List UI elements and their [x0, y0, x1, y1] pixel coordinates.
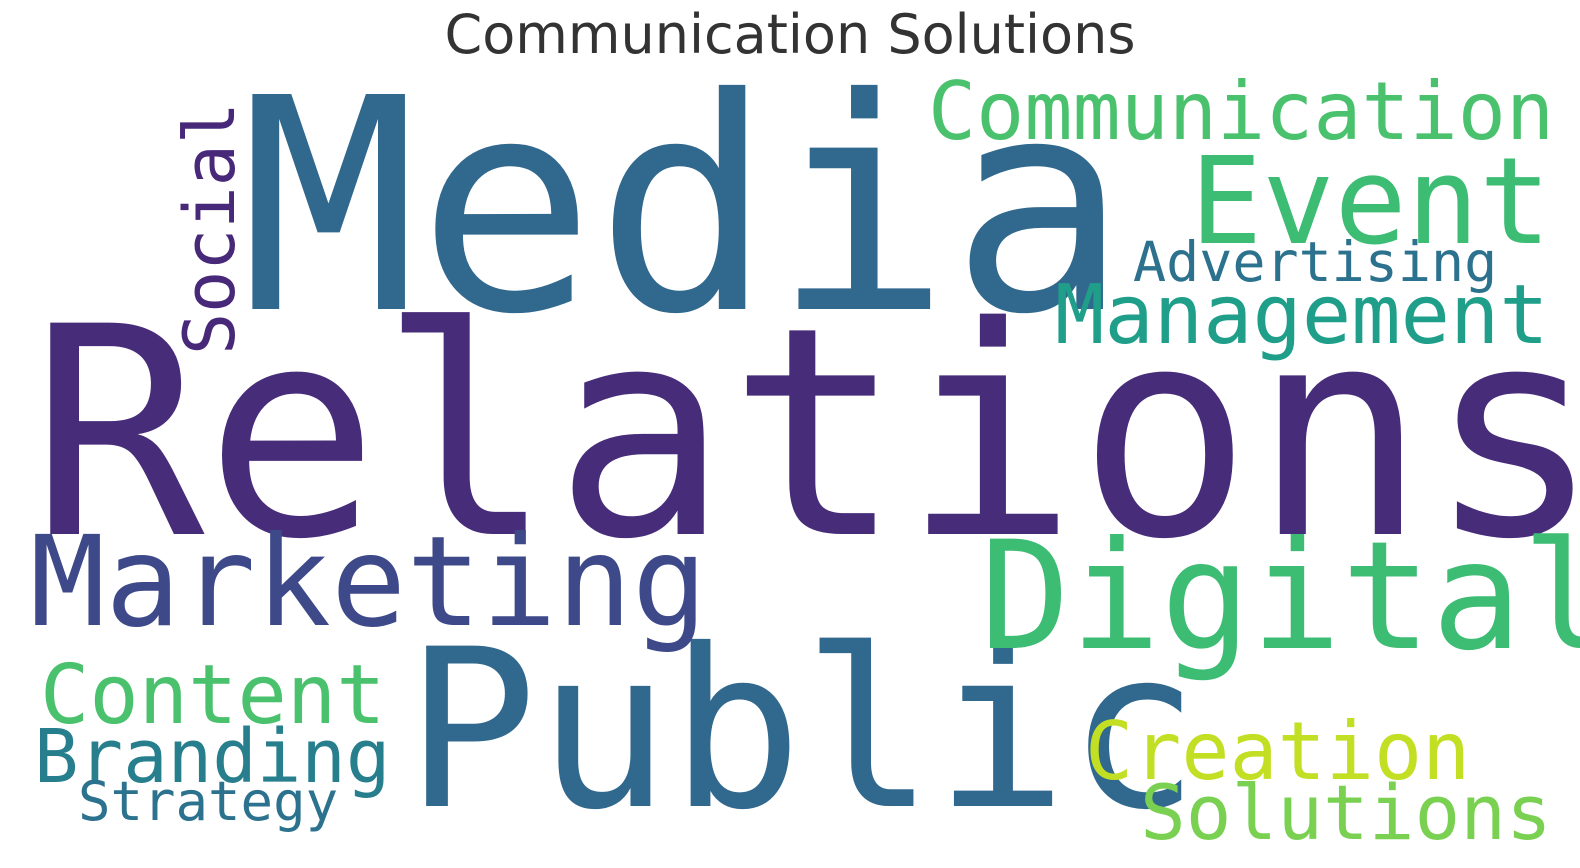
page-title: Communication Solutions [444, 3, 1136, 66]
word-communication: Communication [928, 65, 1555, 158]
word-branding: Branding [34, 714, 391, 800]
word-marketing: Marketing [30, 510, 708, 655]
word-event: Event [1190, 133, 1552, 272]
word-public: Public [405, 602, 1200, 858]
word-media: Media [240, 35, 1129, 379]
word-solutions: Solutions [1140, 768, 1552, 857]
word-strategy: Strategy [78, 770, 339, 833]
word-advertising: Advertising [1133, 230, 1498, 294]
word-social: Social [169, 102, 251, 355]
word-relations: Relations [30, 266, 1580, 603]
word-content: Content [40, 648, 386, 743]
word-management: Management [1055, 268, 1549, 363]
word-digital: Digital [980, 510, 1580, 684]
word-creation: Creation [1085, 705, 1471, 798]
